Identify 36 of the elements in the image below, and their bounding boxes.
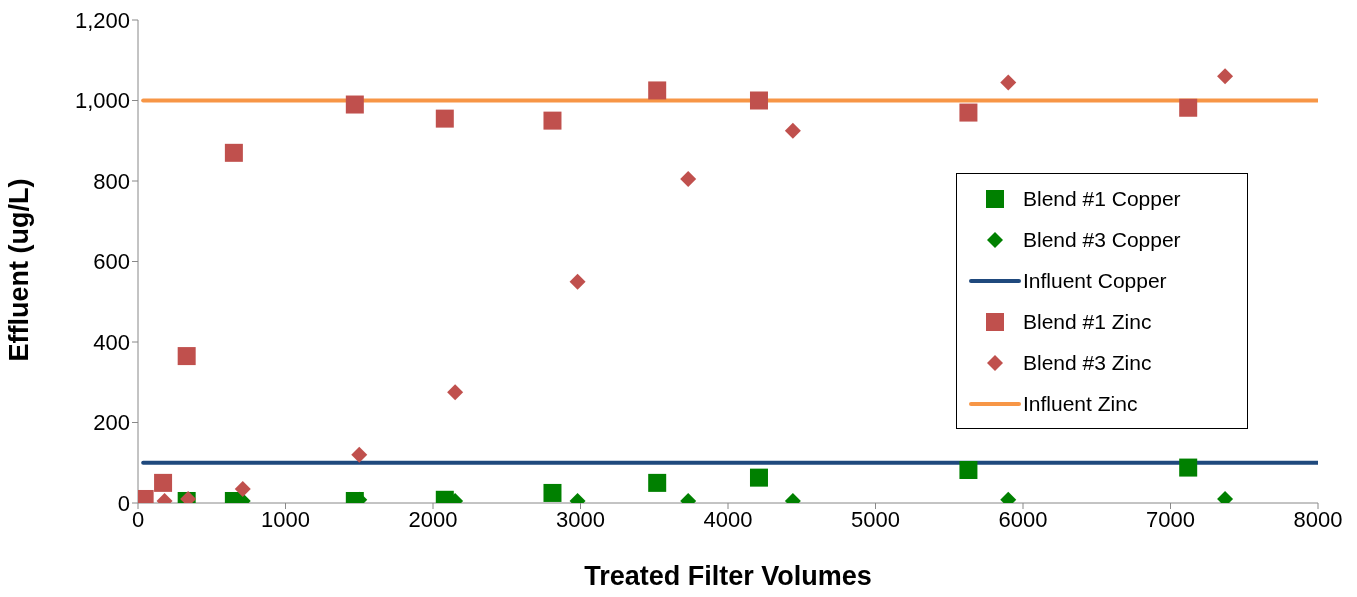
point bbox=[749, 91, 768, 110]
legend-label: Blend #3 Copper bbox=[1023, 227, 1181, 252]
y-tick-label: 1,000 bbox=[74, 88, 130, 114]
legend-label: Blend #1 Copper bbox=[1023, 186, 1181, 211]
x-tick-label: 3000 bbox=[556, 506, 605, 532]
x-tick-label: 6000 bbox=[998, 506, 1048, 532]
point bbox=[959, 103, 978, 122]
x-tick-label: 4000 bbox=[703, 506, 753, 532]
point bbox=[543, 111, 562, 130]
point bbox=[1000, 74, 1017, 91]
y-axis-title: Effluent (ug/L) bbox=[3, 178, 34, 362]
point bbox=[680, 170, 697, 187]
x-tick-label: 8000 bbox=[1293, 506, 1343, 532]
point bbox=[569, 273, 586, 290]
point bbox=[1179, 98, 1198, 117]
y-tick-label: 0 bbox=[117, 490, 130, 516]
y-tick-label: 800 bbox=[93, 168, 130, 194]
legend-label: Influent Zinc bbox=[1023, 391, 1138, 416]
point bbox=[1217, 68, 1234, 85]
point bbox=[224, 143, 243, 162]
y-tick-label: 600 bbox=[93, 249, 130, 275]
point bbox=[345, 95, 364, 114]
legend-label: Influent Copper bbox=[1023, 268, 1167, 293]
x-tick-label: 1000 bbox=[261, 506, 310, 532]
point bbox=[648, 81, 667, 100]
legend-label: Blend #3 Zinc bbox=[1023, 350, 1152, 375]
y-tick-label: 200 bbox=[93, 410, 130, 436]
point bbox=[784, 122, 801, 139]
legend-label: Blend #1 Zinc bbox=[1023, 309, 1152, 334]
x-axis-title: Treated Filter Volumes bbox=[584, 561, 872, 591]
y-tick-label: 400 bbox=[93, 329, 130, 355]
x-tick-label: 2000 bbox=[408, 506, 458, 532]
x-tick-label: 5000 bbox=[851, 506, 900, 532]
y-tick-label: 1,200 bbox=[74, 7, 130, 33]
x-tick-label: 7000 bbox=[1146, 506, 1195, 532]
point bbox=[435, 109, 454, 128]
